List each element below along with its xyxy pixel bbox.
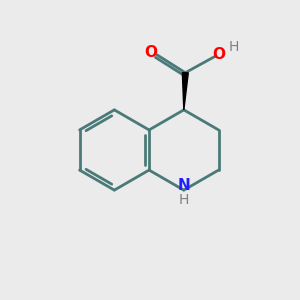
Text: N: N [178, 178, 190, 193]
Text: H: H [228, 40, 239, 54]
Text: H: H [178, 193, 189, 207]
Text: O: O [144, 45, 157, 60]
Text: O: O [212, 47, 225, 62]
Polygon shape [182, 73, 188, 110]
